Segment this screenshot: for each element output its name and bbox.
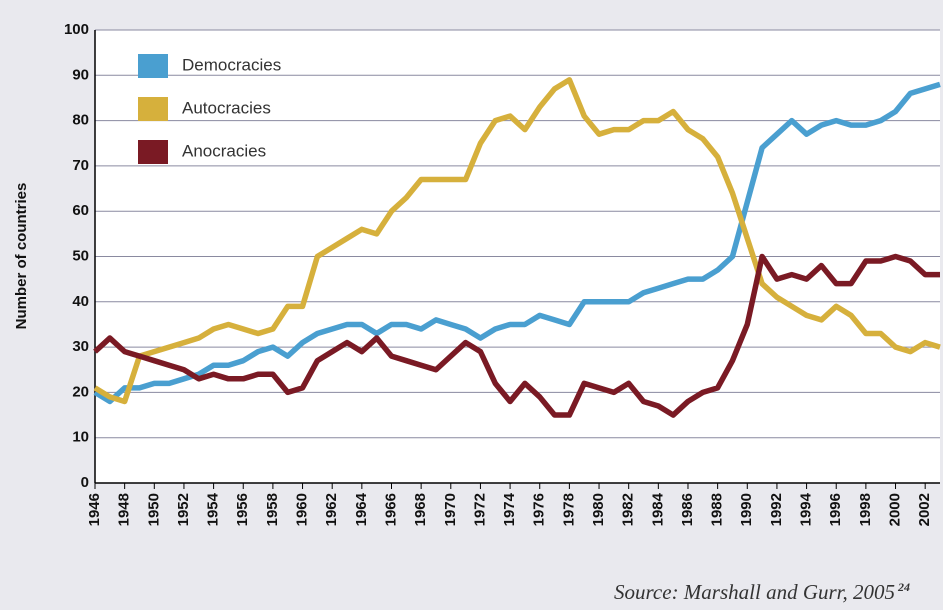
x-tick-label: 1982 xyxy=(620,493,637,526)
x-tick-label: 1990 xyxy=(738,493,755,526)
x-tick-label: 1952 xyxy=(175,493,192,526)
y-tick-label: 60 xyxy=(72,202,89,219)
legend-label: Anocracies xyxy=(182,141,266,160)
y-tick-label: 50 xyxy=(72,247,89,264)
y-tick-label: 40 xyxy=(72,293,89,310)
legend-swatch xyxy=(138,54,168,78)
x-tick-label: 1986 xyxy=(679,493,696,526)
y-tick-label: 80 xyxy=(72,112,89,129)
x-tick-label: 1962 xyxy=(323,493,340,526)
y-tick-label: 20 xyxy=(72,383,89,400)
legend-label: Autocracies xyxy=(182,98,271,117)
y-tick-label: 10 xyxy=(72,429,89,446)
y-tick-label: 0 xyxy=(81,474,89,491)
x-tick-label: 1996 xyxy=(827,493,844,526)
series-line xyxy=(93,253,940,418)
x-tick-label: 1956 xyxy=(234,493,251,526)
x-tick-label: 1988 xyxy=(709,493,726,526)
x-tick-label: 1978 xyxy=(560,493,577,526)
x-tick-label: 1958 xyxy=(264,493,281,526)
x-tick-label: 1970 xyxy=(442,493,459,526)
x-tick-label: 1964 xyxy=(353,492,370,526)
y-axis-label: Number of countries xyxy=(13,183,30,330)
source: Source: Marshall and Gurr, 2005 xyxy=(614,580,895,604)
x-tick-label: 1972 xyxy=(471,493,488,526)
x-tick-label: 1946 xyxy=(86,493,103,526)
series-line xyxy=(93,81,941,405)
y-tick-label: 90 xyxy=(72,66,89,83)
x-tick-label: 1950 xyxy=(145,493,162,526)
x-tick-label: 1984 xyxy=(649,492,666,526)
x-tick-label: 2002 xyxy=(916,493,933,526)
x-tick-label: 1948 xyxy=(116,493,133,526)
x-tick-label: 1960 xyxy=(294,493,311,526)
x-tick-label: 2000 xyxy=(886,493,903,526)
x-tick-label: 1980 xyxy=(590,493,607,526)
y-tick-label: 30 xyxy=(72,338,89,355)
series-line xyxy=(93,77,941,405)
y-tick-label: 70 xyxy=(72,157,89,174)
x-tick-label: 1954 xyxy=(205,492,222,526)
x-tick-label: 1976 xyxy=(531,493,548,526)
x-tick-label: 1992 xyxy=(768,493,785,526)
y-tick-label: 100 xyxy=(64,21,89,38)
x-tick-label: 1994 xyxy=(798,492,815,526)
source-ref: 24 xyxy=(897,580,910,594)
x-tick-label: 1998 xyxy=(857,493,874,526)
legend-swatch xyxy=(138,97,168,121)
x-tick-label: 1966 xyxy=(382,493,399,526)
legend-swatch xyxy=(138,140,168,164)
legend-label: Democracies xyxy=(182,55,281,74)
x-tick-label: 1968 xyxy=(412,493,429,526)
x-tick-label: 1974 xyxy=(501,492,518,526)
